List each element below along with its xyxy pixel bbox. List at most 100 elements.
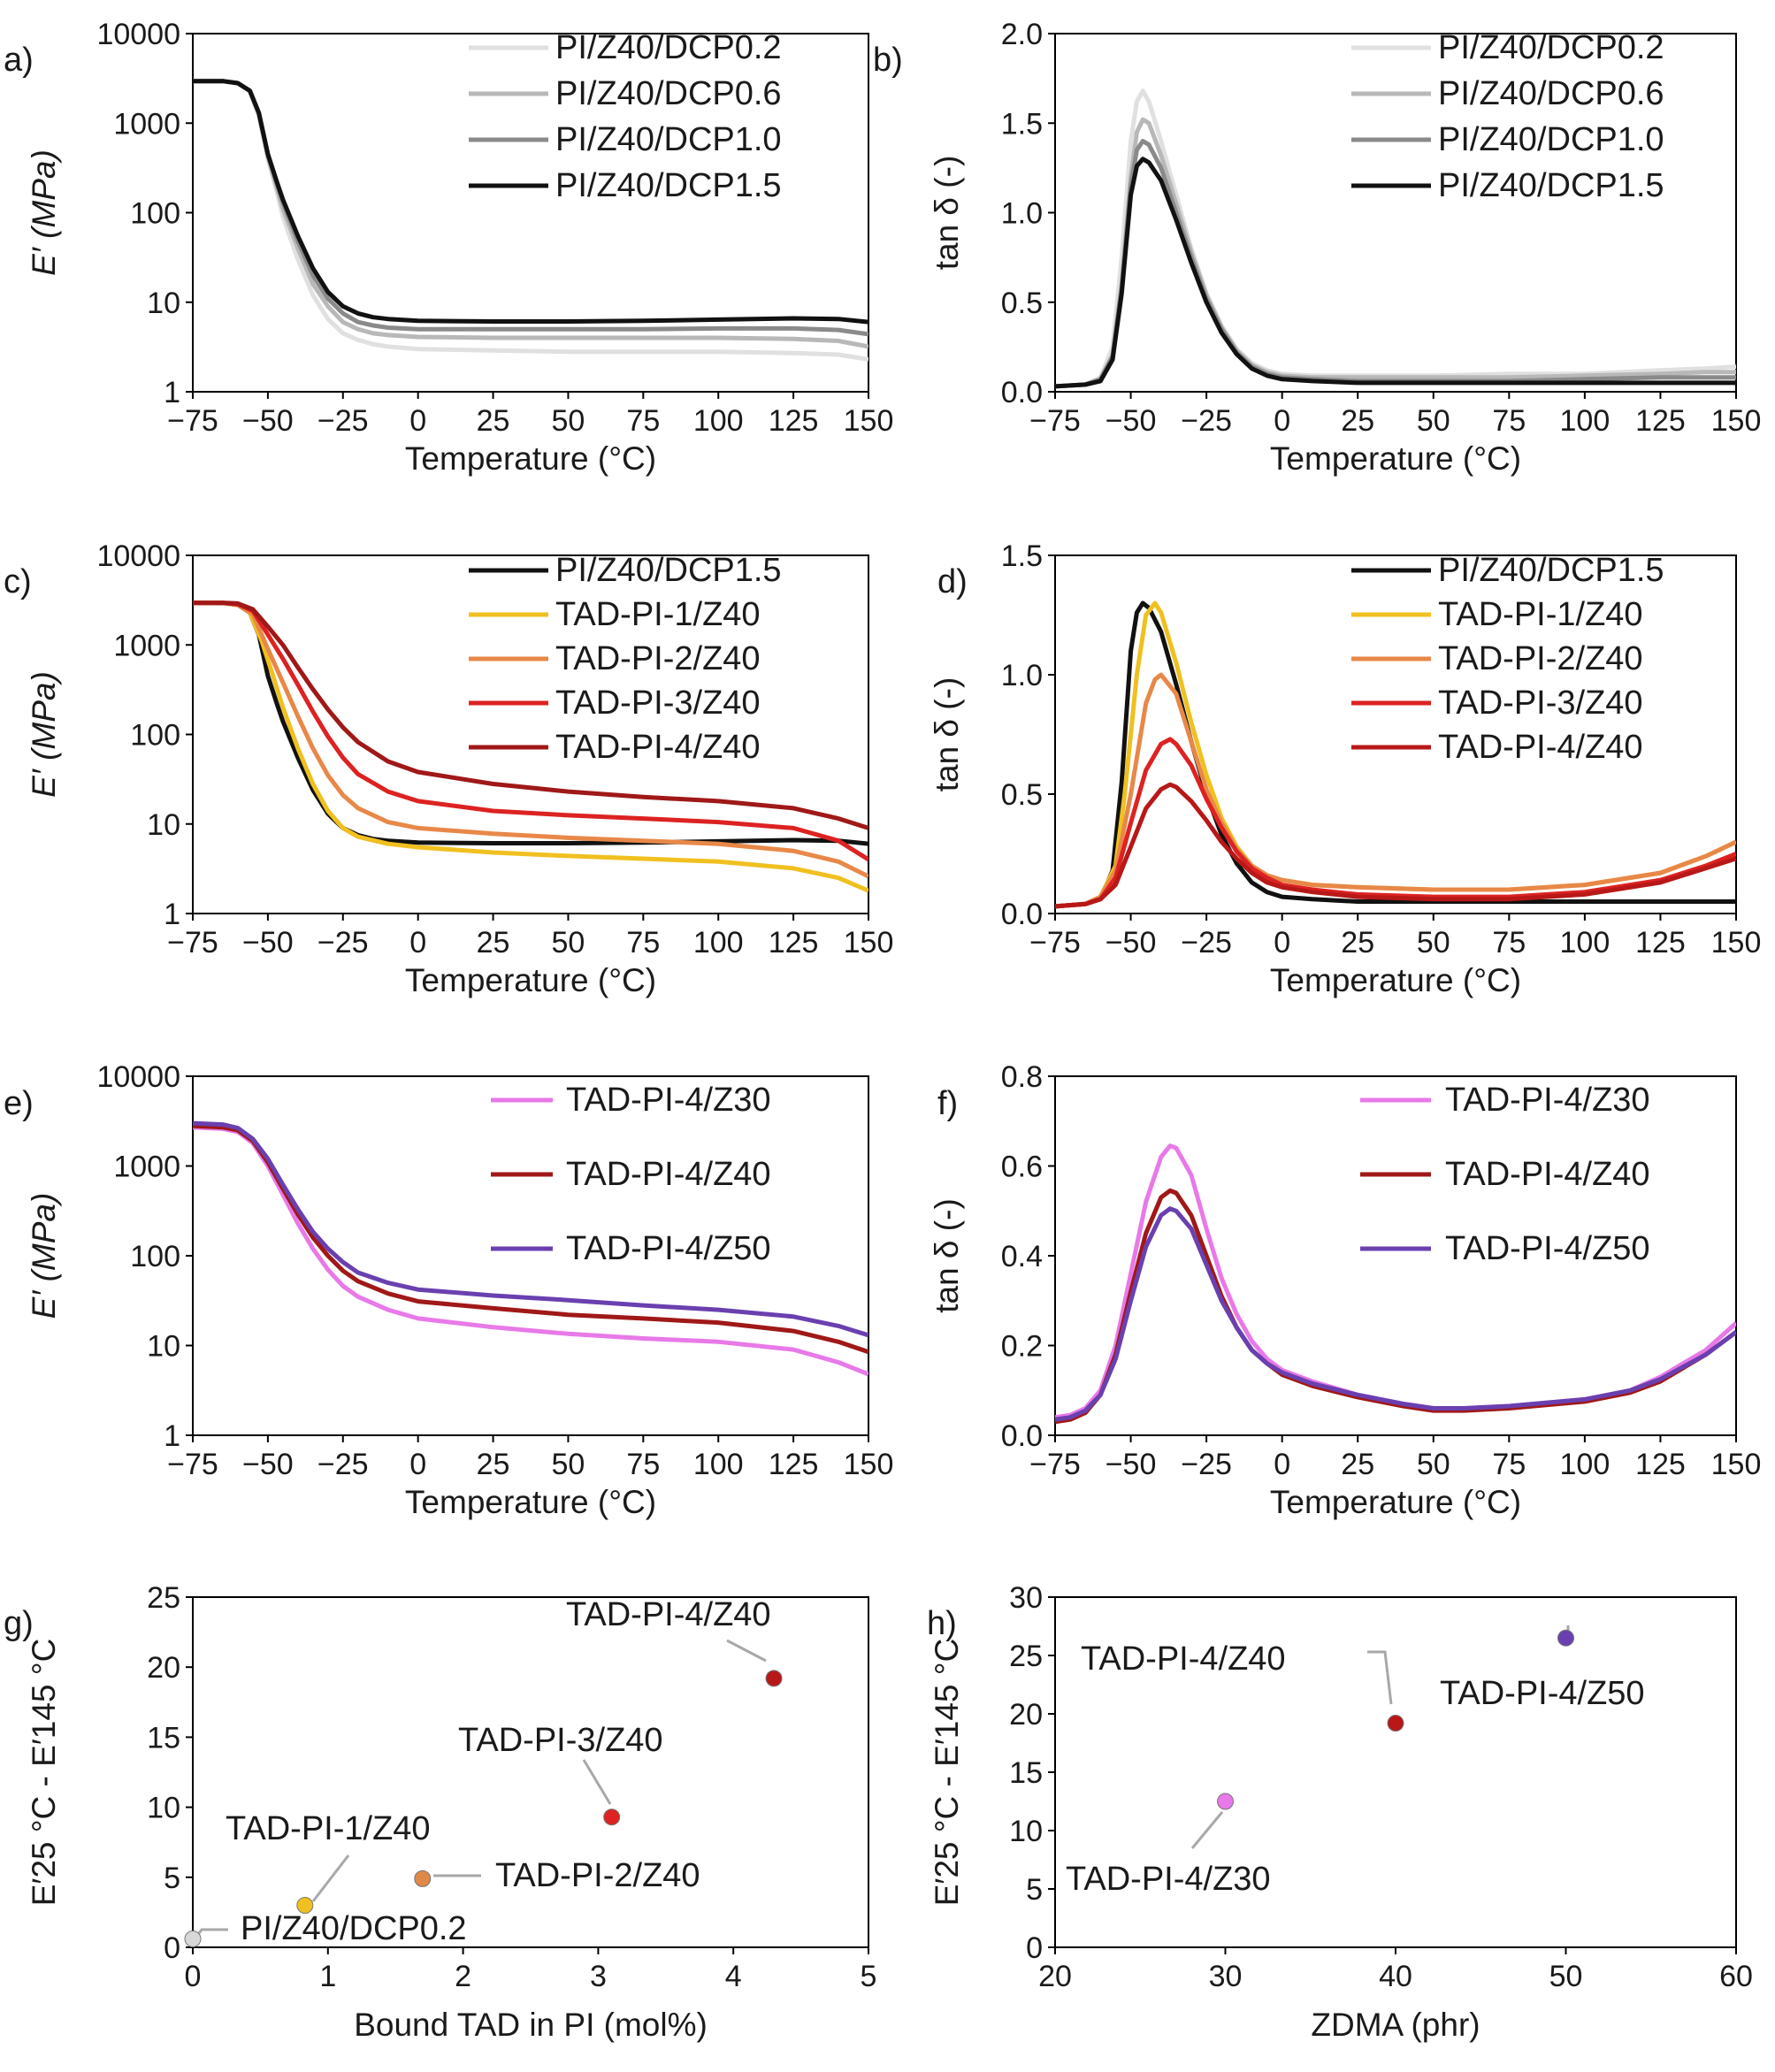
legend-label: TAD-PI-4/Z30 (1445, 1082, 1650, 1119)
x-tick-label: 100 (693, 404, 744, 438)
legend-label: TAD-PI-3/Z40 (555, 684, 761, 722)
data-point-0 (1217, 1793, 1234, 1810)
legend-label: TAD-PI-4/Z50 (566, 1230, 771, 1267)
legend-label: PI/Z40/DCP0.2 (555, 29, 782, 66)
x-tick-label: −25 (318, 926, 369, 960)
x-tick-label: 40 (1379, 1960, 1412, 1993)
y-tick-label: 10 (147, 808, 180, 842)
y-tick-label: 30 (1009, 1581, 1043, 1615)
legend-label: PI/Z40/DCP1.0 (555, 121, 782, 158)
series-line-2 (193, 1120, 868, 1338)
legend-label: PI/Z40/DCP1.5 (1438, 552, 1664, 589)
x-tick-label: 50 (1417, 404, 1450, 438)
x-tick-label: 0 (1274, 926, 1290, 960)
series-line-4 (1055, 782, 1736, 909)
point-label: TAD-PI-1/Z40 (226, 1810, 431, 1847)
y-tick-label: 0 (1026, 1931, 1043, 1965)
x-tick-label: 50 (552, 1448, 585, 1481)
x-tick-label: 150 (1711, 404, 1762, 438)
y-tick-label: 0.0 (1001, 898, 1043, 931)
y-tick-label: 10 (147, 1330, 180, 1364)
x-tick-label: 100 (693, 926, 744, 960)
x-tick-label: 150 (1711, 926, 1762, 960)
panel-2: c) 10000 1000 100 10 1−75 −50 −25 0 25 50 75 100 125 1… (4, 539, 893, 998)
legend-label: PI/Z40/DCP1.5 (555, 552, 782, 589)
panel-label: b) (873, 42, 903, 79)
y-tick-label: 1.0 (1001, 659, 1043, 692)
y-axis-title: E′ (MPa) (26, 1193, 62, 1319)
point-label: TAD-PI-4/Z50 (1440, 1675, 1645, 1712)
y-tick-label: 10 (1009, 1815, 1043, 1848)
y-tick-label: 10000 (96, 18, 180, 51)
series-line-3 (193, 600, 868, 862)
x-tick-label: 20 (1038, 1960, 1072, 1993)
x-tick-label: 0 (1274, 404, 1290, 438)
x-tick-label: 50 (1549, 1960, 1583, 1993)
x-tick-label: 0 (409, 1448, 426, 1481)
legend-label: PI/Z40/DCP1.5 (555, 167, 782, 204)
y-tick-label: 1 (164, 1419, 180, 1453)
x-tick-label: 5 (861, 1960, 877, 1993)
x-tick-label: 150 (1711, 1448, 1762, 1481)
y-tick-label: 0.5 (1001, 287, 1043, 320)
x-tick-label: 125 (1635, 1448, 1686, 1481)
point-label: TAD-PI-4/Z40 (566, 1596, 771, 1633)
x-tick-label: −75 (1029, 404, 1081, 438)
x-tick-label: 0 (409, 926, 426, 960)
x-tick-label: 3 (590, 1960, 607, 1993)
y-tick-label: 20 (1009, 1698, 1043, 1732)
x-tick-label: 75 (626, 404, 660, 438)
point-label: PI/Z40/DCP0.2 (241, 1910, 467, 1947)
y-tick-label: 0 (164, 1931, 180, 1965)
y-tick-label: 15 (1009, 1756, 1043, 1790)
y-tick-label: 1 (164, 376, 180, 409)
annotation-leader (311, 1854, 350, 1902)
x-tick-label: −50 (242, 1448, 294, 1481)
series-line-2 (193, 600, 868, 879)
x-tick-label: 100 (693, 1448, 744, 1481)
annotation-leader (1367, 1650, 1393, 1705)
x-tick-label: 100 (1560, 404, 1611, 438)
x-tick-label: −75 (1029, 1448, 1081, 1481)
x-tick-label: −50 (1106, 926, 1157, 960)
y-tick-label: 1000 (113, 1151, 180, 1184)
legend-label: PI/Z40/DCP0.2 (1438, 29, 1664, 66)
x-tick-label: 125 (1635, 926, 1686, 960)
y-tick-label: 10000 (96, 1060, 180, 1094)
y-tick-label: 10 (147, 1792, 180, 1825)
x-tick-label: −75 (1029, 926, 1081, 960)
y-tick-label: 1.0 (1001, 197, 1043, 231)
x-tick-label: 125 (1635, 404, 1686, 438)
x-tick-label: 30 (1209, 1960, 1243, 1993)
legend-label: PI/Z40/DCP1.0 (1438, 121, 1664, 158)
y-tick-label: 1 (164, 898, 180, 931)
plot-frame (1054, 554, 1737, 914)
x-tick-label: 50 (552, 404, 585, 438)
y-tick-label: 25 (147, 1581, 180, 1615)
y-tick-label: 0.4 (1001, 1240, 1043, 1273)
legend-label: TAD-PI-2/Z40 (1438, 640, 1643, 677)
series-line-3 (193, 79, 868, 325)
panel-label: f) (937, 1085, 958, 1122)
panel-3: d) 1.5 1.0 0.5 0.0−75 −50 −25 0 25 50 75 100 125 150 T… (929, 539, 1761, 998)
x-tick-label: 25 (1341, 1448, 1374, 1481)
y-tick-label: 10 (147, 287, 180, 320)
y-tick-label: 20 (147, 1651, 180, 1685)
y-axis-title: E′25 °C - E′145 °C (929, 1639, 965, 1907)
y-tick-label: 5 (164, 1862, 180, 1895)
panel-0: a) 10000 1000 100 10 1−75 −50 −25 0 25 50 75 100 125 1… (4, 18, 893, 477)
legend-label: TAD-PI-4/Z50 (1445, 1230, 1650, 1267)
x-tick-label: −25 (1181, 926, 1232, 960)
x-axis-title: Temperature (°C) (1270, 962, 1521, 998)
panel-label: c) (4, 563, 32, 600)
x-tick-label: 25 (1341, 404, 1374, 438)
data-point-4 (765, 1670, 783, 1687)
y-axis-title: tan δ (-) (929, 677, 965, 792)
x-tick-label: 60 (1719, 1960, 1753, 1993)
legend-label: TAD-PI-3/Z40 (1438, 684, 1643, 722)
y-tick-label: 0.2 (1001, 1330, 1043, 1364)
x-tick-label: 75 (1492, 404, 1526, 438)
x-tick-label: −25 (318, 404, 369, 438)
data-point-3 (603, 1808, 621, 1826)
